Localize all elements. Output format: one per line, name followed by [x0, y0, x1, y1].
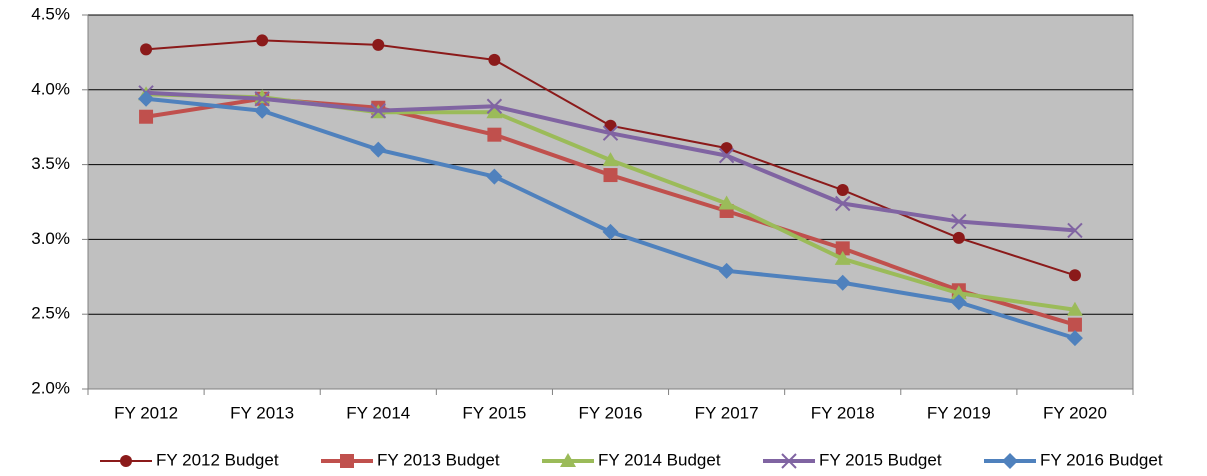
- marker: [372, 38, 385, 51]
- marker: [254, 91, 270, 107]
- marker: [486, 168, 503, 185]
- marker: [602, 125, 619, 141]
- marker: [1068, 269, 1081, 282]
- marker: [254, 102, 271, 119]
- x-tick-label: FY 2020: [1043, 403, 1107, 422]
- marker: [720, 142, 733, 155]
- marker: [835, 241, 850, 256]
- x-tick-label: FY 2017: [695, 403, 759, 422]
- y-tick-label: 4.0%: [31, 79, 70, 98]
- marker: [138, 90, 155, 107]
- marker: [951, 213, 967, 230]
- marker: [718, 147, 735, 164]
- marker: [604, 119, 617, 132]
- legend-label: FY 2016 Budget: [1040, 450, 1163, 469]
- marker: [836, 184, 849, 197]
- legend-item: FY 2015 Budget: [763, 450, 942, 469]
- marker: [952, 231, 965, 244]
- legend-label: FY 2015 Budget: [819, 450, 942, 469]
- marker: [602, 223, 619, 240]
- x-tick-label: FY 2019: [927, 403, 991, 422]
- marker: [486, 98, 503, 114]
- marker: [370, 141, 387, 158]
- marker: [560, 453, 576, 467]
- marker: [602, 152, 619, 167]
- legend-label: FY 2012 Budget: [156, 450, 279, 469]
- y-tick-label: 2.5%: [31, 304, 70, 323]
- marker: [718, 195, 735, 210]
- marker: [781, 453, 797, 469]
- legend-item: FY 2012 Budget: [100, 450, 279, 469]
- marker: [1067, 317, 1082, 332]
- y-tick-label: 3.0%: [31, 229, 70, 248]
- x-tick-label: FY 2012: [114, 403, 178, 422]
- marker: [486, 104, 503, 119]
- y-tick-label: 3.5%: [31, 154, 70, 173]
- marker: [487, 127, 502, 142]
- marker: [603, 168, 618, 183]
- marker: [835, 195, 851, 212]
- marker: [256, 34, 269, 47]
- legend-label: FY 2014 Budget: [598, 450, 721, 469]
- marker: [120, 455, 132, 467]
- x-tick-label: FY 2018: [811, 403, 875, 422]
- legend-item: FY 2014 Budget: [542, 450, 721, 469]
- marker: [1066, 330, 1083, 347]
- legend-label: FY 2013 Budget: [377, 450, 500, 469]
- y-tick-label: 4.5%: [31, 4, 70, 23]
- marker: [834, 250, 851, 265]
- legend-item: FY 2016 Budget: [984, 450, 1163, 469]
- legend-item: FY 2013 Budget: [321, 450, 500, 469]
- x-tick-label: FY 2013: [230, 403, 294, 422]
- marker: [718, 262, 735, 279]
- x-tick-label: FY 2015: [462, 403, 526, 422]
- marker: [370, 103, 386, 119]
- marker: [139, 109, 154, 124]
- x-tick-label: FY 2016: [579, 403, 643, 422]
- y-tick-label: 2.0%: [31, 378, 70, 397]
- marker: [340, 454, 354, 468]
- x-tick-label: FY 2014: [346, 403, 410, 422]
- plot-area: [87, 14, 1134, 390]
- marker: [488, 53, 501, 66]
- marker: [950, 294, 967, 311]
- marker: [140, 43, 153, 56]
- marker: [1066, 301, 1083, 316]
- marker: [834, 274, 851, 291]
- marker: [1002, 453, 1018, 469]
- marker: [950, 285, 967, 300]
- marker: [1067, 222, 1083, 239]
